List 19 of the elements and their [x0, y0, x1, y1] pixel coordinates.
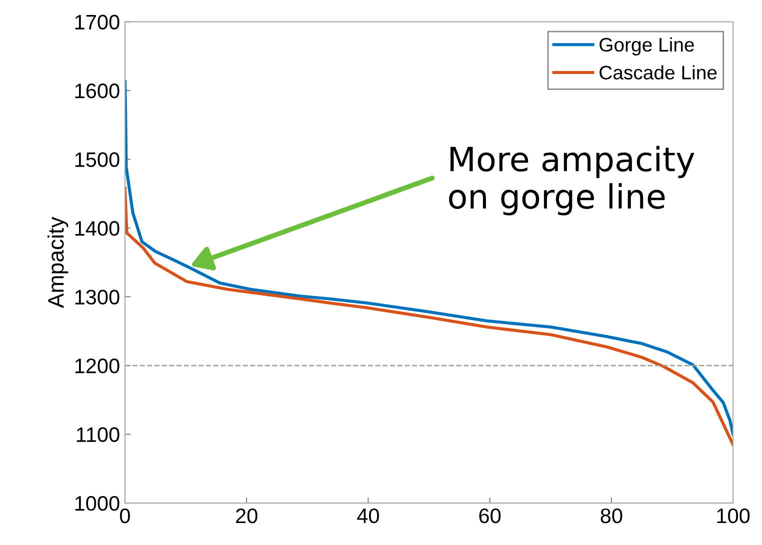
annotation: More ampacity on gorge line — [449, 146, 694, 216]
y-tick-label: 1000 — [75, 496, 120, 511]
legend-label: Gorge Line — [600, 37, 694, 56]
y-tick-label: 1600 — [75, 84, 120, 98]
y-tick-label: 1300 — [75, 290, 120, 305]
y-tick-label: 1400 — [75, 221, 120, 236]
x-tick-label: 0 — [120, 508, 130, 524]
y-tick-label: 1100 — [76, 427, 120, 442]
x-tick-label: 20 — [236, 508, 258, 524]
y-tick-label: 1700 — [75, 14, 120, 30]
y-tick-label: 1200 — [75, 358, 120, 374]
y-tick-label: 1500 — [75, 152, 120, 168]
legend-label: Cascade Line — [600, 65, 717, 80]
y-axis-title: Ampacity — [47, 216, 68, 308]
x-tick-label: 100 — [717, 508, 750, 524]
line-series — [124, 80, 734, 436]
x-tick-label: 40 — [357, 508, 379, 524]
x-tick-label: 80 — [600, 508, 622, 524]
x-tick-label: 60 — [479, 508, 501, 524]
